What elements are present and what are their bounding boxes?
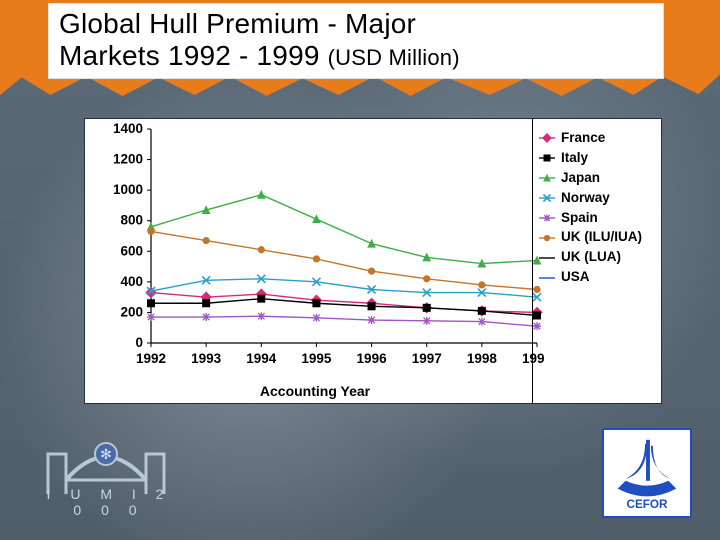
legend-item: Italy	[539, 150, 655, 167]
svg-text:800: 800	[120, 213, 143, 228]
svg-text:1995: 1995	[301, 351, 332, 366]
chart-card: 0 200 400 600 800 1000 1200 1400 1992 1993 1994 199…	[84, 118, 662, 404]
title-line: Markets 1992 - 1999	[59, 40, 320, 71]
legend-label: UK (ILU/IUA)	[561, 229, 642, 246]
svg-text:✻: ✻	[100, 446, 112, 462]
legend-item: Norway	[539, 190, 655, 207]
series-japan	[147, 190, 542, 268]
svg-text:0: 0	[135, 335, 143, 350]
legend-marker-icon	[539, 151, 555, 165]
svg-text:1400: 1400	[113, 121, 143, 136]
legend-item: Spain	[539, 210, 655, 227]
svg-text:600: 600	[120, 243, 143, 258]
legend-marker-icon	[539, 211, 555, 225]
legend-marker-icon	[539, 271, 555, 285]
legend-marker-icon	[539, 131, 555, 145]
svg-text:400: 400	[120, 274, 143, 289]
legend-label: USA	[561, 269, 590, 286]
svg-text:1993: 1993	[191, 351, 222, 366]
legend-label: Norway	[561, 190, 610, 207]
legend-item: UK (ILU/IUA)	[539, 229, 655, 246]
svg-text:200: 200	[120, 304, 143, 319]
svg-text:1997: 1997	[412, 351, 442, 366]
legend-label: Spain	[561, 210, 598, 227]
title-box: Global Hull Premium - Major Markets 1992…	[48, 3, 664, 79]
legend-label: Japan	[561, 170, 600, 187]
page-title: Global Hull Premium - Major Markets 1992…	[59, 8, 653, 72]
legend-item: USA	[539, 269, 655, 286]
iumi-logo: ✻ I U M I 2 0 0 0	[34, 440, 184, 518]
legend-marker-icon	[539, 251, 555, 265]
svg-text:1992: 1992	[136, 351, 166, 366]
iumi-logo-text: I U M I 2 0 0 0	[34, 486, 184, 518]
ship-icon: CEFOR	[608, 434, 686, 512]
legend-marker-icon	[539, 171, 555, 185]
legend-label: France	[561, 130, 605, 147]
legend-marker-icon	[539, 231, 555, 245]
cefor-logo: CEFOR	[602, 428, 692, 518]
svg-text:1996: 1996	[357, 351, 388, 366]
legend-marker-icon	[539, 191, 555, 205]
legend-label: UK (LUA)	[561, 249, 621, 266]
legend: France Italy Japan Norway Spain UK (ILU/IUA) U…	[532, 119, 661, 403]
legend-item: Japan	[539, 170, 655, 187]
title-units: (USD Million)	[328, 45, 460, 70]
svg-text:1998: 1998	[467, 351, 498, 366]
x-axis-title: Accounting Year	[85, 383, 545, 399]
legend-item: UK (LUA)	[539, 249, 655, 266]
legend-item: France	[539, 130, 655, 147]
svg-text:1994: 1994	[246, 351, 277, 366]
svg-text:1000: 1000	[113, 182, 143, 197]
svg-text:1200: 1200	[113, 152, 143, 167]
cefor-logo-text: CEFOR	[627, 498, 668, 511]
title-line: Global Hull Premium - Major	[59, 8, 416, 39]
line-chart: 0 200 400 600 800 1000 1200 1400 1992 1993 1994 199…	[85, 119, 545, 381]
legend-label: Italy	[561, 150, 588, 167]
